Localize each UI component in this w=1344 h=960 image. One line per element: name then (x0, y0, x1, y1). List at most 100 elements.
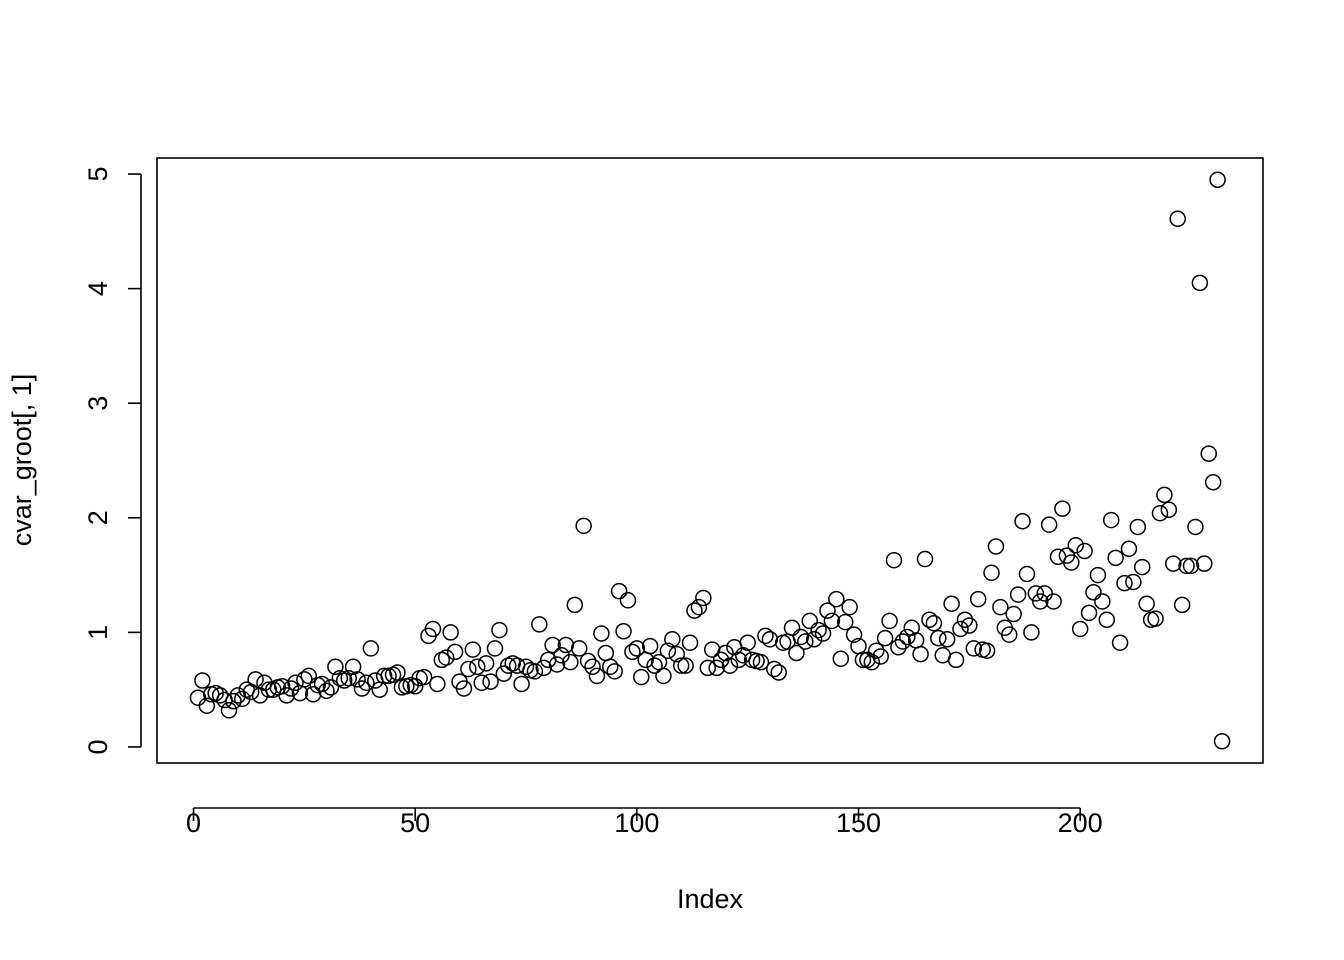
point (1133, 558, 1151, 576)
point (1102, 511, 1120, 529)
point (566, 596, 584, 614)
point (1094, 593, 1111, 610)
point (841, 598, 858, 616)
point (375, 667, 393, 685)
point (699, 659, 717, 677)
point (770, 664, 787, 681)
point (1173, 596, 1191, 614)
point (947, 651, 965, 669)
point (659, 642, 677, 659)
point (593, 625, 610, 642)
point (606, 663, 623, 680)
point (788, 644, 805, 662)
point (602, 658, 619, 675)
point (477, 655, 495, 672)
point (854, 651, 872, 669)
point (473, 674, 490, 692)
point (832, 650, 850, 667)
point (1067, 537, 1084, 554)
point (987, 538, 1005, 555)
point (1160, 501, 1178, 519)
point (752, 653, 770, 671)
x-tick-label: 200 (1058, 808, 1103, 838)
y-axis-label: cvar_groot[, 1] (7, 374, 37, 547)
point (1209, 171, 1226, 189)
point (624, 643, 641, 661)
point (1009, 586, 1027, 603)
point (1204, 474, 1222, 491)
point (681, 634, 699, 651)
point (415, 668, 433, 686)
point (455, 680, 473, 697)
point (579, 652, 597, 670)
point (1045, 593, 1062, 610)
point (628, 640, 646, 657)
point (1085, 584, 1102, 601)
point (633, 668, 650, 686)
point (575, 517, 592, 535)
x-tick-label: 50 (400, 808, 430, 838)
point (437, 649, 455, 666)
point (708, 659, 725, 677)
point (836, 613, 854, 631)
point (819, 602, 836, 619)
point (491, 621, 508, 639)
point (1213, 732, 1231, 750)
point (1014, 512, 1031, 530)
point (304, 686, 322, 703)
point (890, 639, 907, 656)
point (1178, 557, 1195, 575)
point (464, 641, 482, 658)
y-tick-label: 4 (83, 281, 113, 296)
point (894, 633, 912, 650)
point (730, 651, 748, 669)
point (1111, 634, 1129, 651)
point (597, 644, 615, 662)
y-tick-label: 5 (83, 167, 113, 182)
y-tick-label: 1 (83, 625, 113, 640)
point (273, 677, 291, 695)
point (358, 674, 375, 692)
point (610, 582, 628, 600)
point (655, 667, 672, 685)
point (1116, 574, 1133, 592)
point (1200, 445, 1217, 462)
point (513, 675, 530, 693)
point (814, 625, 832, 642)
point (282, 680, 300, 697)
point (721, 657, 739, 674)
point (965, 640, 983, 657)
point (867, 642, 885, 659)
point (517, 658, 535, 675)
point (544, 636, 561, 654)
point (526, 663, 544, 680)
point (1169, 210, 1186, 227)
point (1138, 595, 1155, 612)
point (925, 614, 943, 632)
point (198, 697, 216, 714)
point (260, 681, 278, 698)
point (677, 657, 694, 674)
point (805, 631, 823, 648)
point (876, 629, 894, 647)
point (1191, 274, 1209, 292)
point (1040, 516, 1058, 533)
point (885, 551, 903, 569)
point (823, 612, 841, 630)
point (1032, 593, 1049, 610)
point (615, 622, 632, 640)
point (668, 645, 686, 663)
point (943, 595, 960, 612)
point (992, 598, 1009, 616)
point (1076, 542, 1093, 560)
point (872, 648, 889, 665)
point (952, 620, 969, 638)
point (322, 679, 340, 696)
point (1005, 605, 1022, 623)
point (686, 602, 703, 619)
x-axis-label: Index (677, 884, 744, 914)
point (930, 629, 947, 647)
point (956, 611, 974, 629)
point (881, 612, 898, 630)
